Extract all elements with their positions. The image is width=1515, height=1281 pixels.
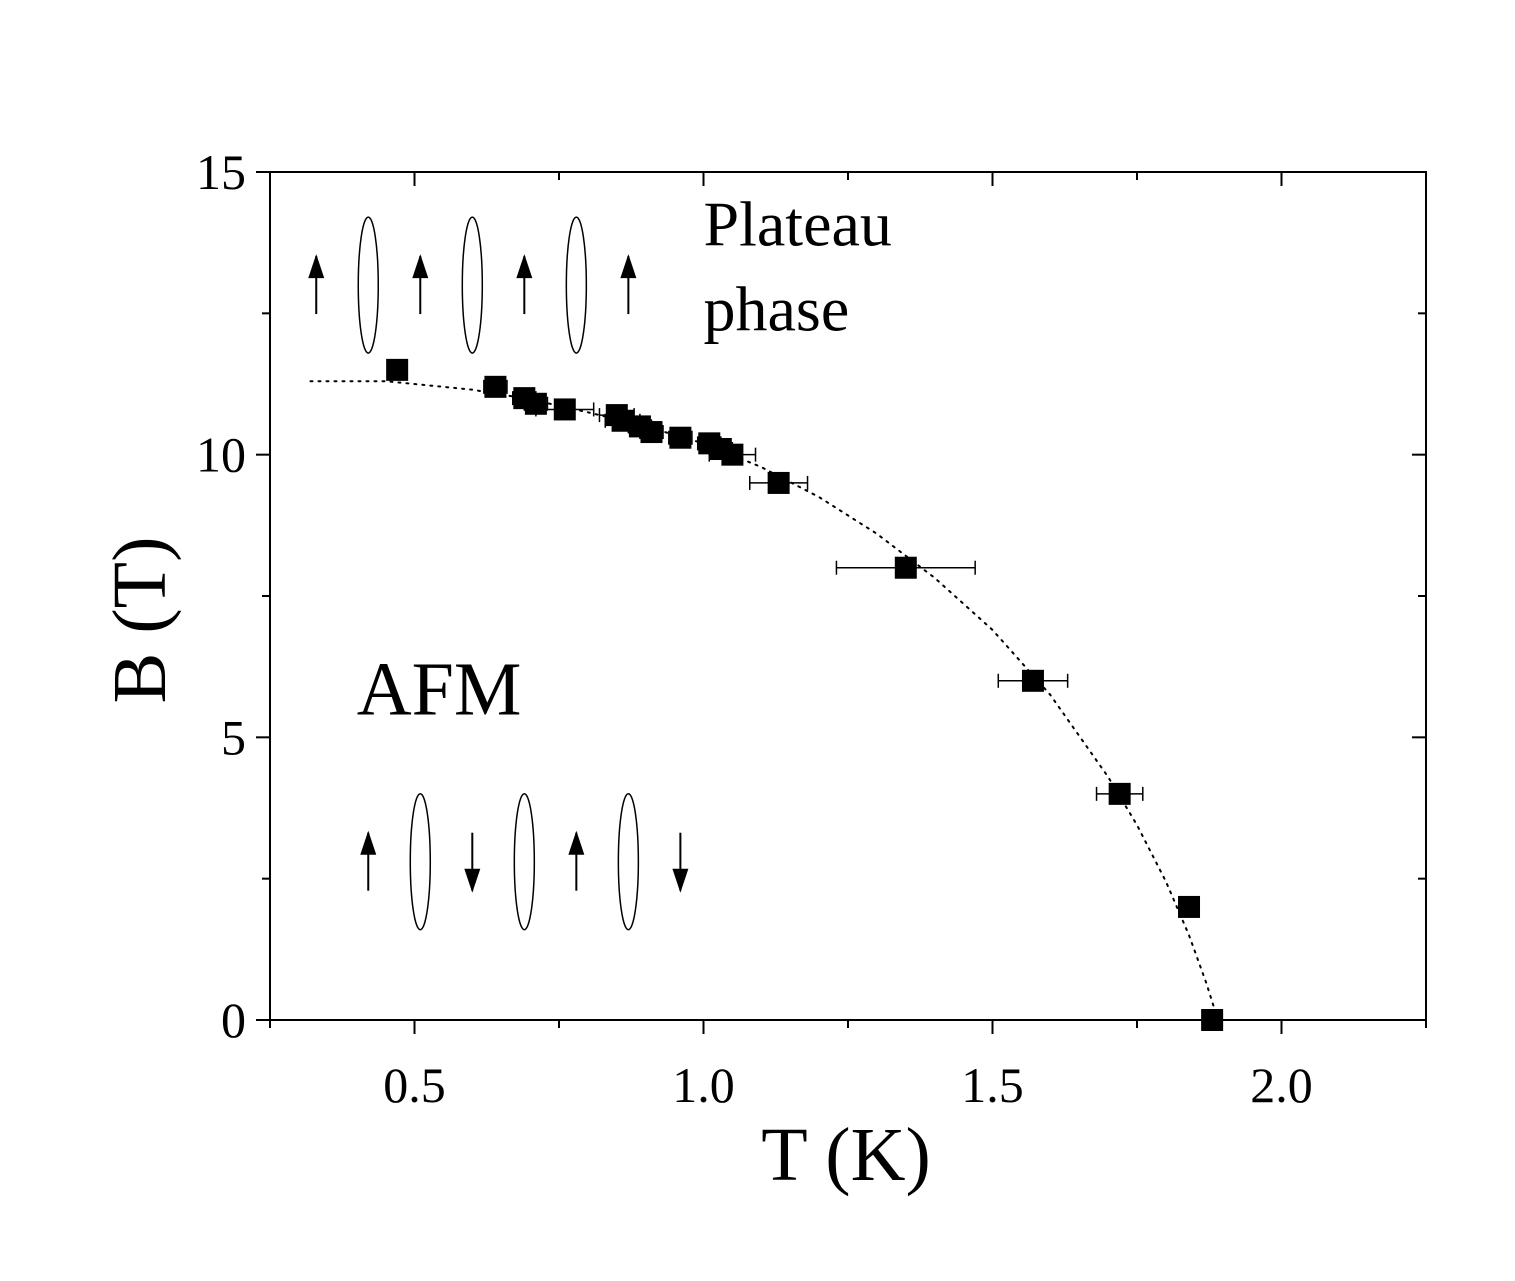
y-axis-title: B (T)	[98, 537, 182, 704]
data-point	[894, 556, 917, 579]
annotations: Plateau phase AFM	[357, 188, 892, 731]
minor-ticks	[262, 172, 1427, 1028]
data-point	[1108, 782, 1131, 805]
x-axis-title: T (K)	[761, 1113, 931, 1197]
spin-diagrams	[308, 216, 689, 931]
dimer-ellipse	[565, 216, 588, 354]
dimer-ellipse	[461, 216, 484, 354]
x-tick-label: 1.0	[672, 1057, 735, 1113]
data-point	[640, 421, 663, 444]
data-point	[721, 443, 744, 466]
spin-down-arrowhead	[464, 868, 481, 893]
data-point	[1021, 669, 1044, 692]
data-point	[524, 392, 547, 415]
annotation-plateau: Plateau	[704, 188, 892, 259]
data-point	[1178, 895, 1201, 918]
annotation-afm: AFM	[357, 648, 522, 732]
plateau-spins	[308, 216, 637, 354]
y-tick-labels: 0 5 10 15	[196, 144, 246, 1048]
dimer-ellipse	[617, 792, 640, 931]
dimer-ellipse	[513, 792, 536, 931]
dimer-ellipse	[409, 792, 432, 931]
annotation-phase: phase	[704, 273, 850, 344]
dimer-ellipse	[357, 216, 380, 354]
spin-up-arrowhead	[412, 254, 429, 279]
y-tick-label: 0	[221, 992, 246, 1048]
y-tick-label: 15	[196, 144, 246, 200]
spin-up-arrowhead	[620, 254, 637, 279]
data-point	[484, 375, 507, 398]
x-tick-label: 1.5	[961, 1057, 1024, 1113]
data-point	[611, 409, 634, 432]
spin-down-arrowhead	[672, 868, 689, 893]
spin-up-arrowhead	[516, 254, 533, 279]
y-tick-label: 10	[196, 427, 246, 483]
data-point	[386, 358, 409, 381]
data-points	[386, 358, 1224, 1031]
x-tick-label: 0.5	[383, 1057, 446, 1113]
afm-spins	[360, 792, 689, 931]
major-ticks	[256, 171, 1426, 1034]
y-tick-label: 5	[221, 709, 246, 765]
x-tick-labels: 0.5 1.0 1.5 2.0	[383, 1057, 1313, 1113]
data-point	[553, 398, 576, 421]
spin-up-arrowhead	[360, 830, 377, 855]
data-point	[1201, 1009, 1224, 1031]
data-point	[767, 471, 790, 494]
spin-up-arrowhead	[568, 830, 585, 855]
x-tick-label: 2.0	[1250, 1057, 1313, 1113]
spin-up-arrowhead	[308, 254, 325, 279]
data-point	[669, 426, 692, 449]
